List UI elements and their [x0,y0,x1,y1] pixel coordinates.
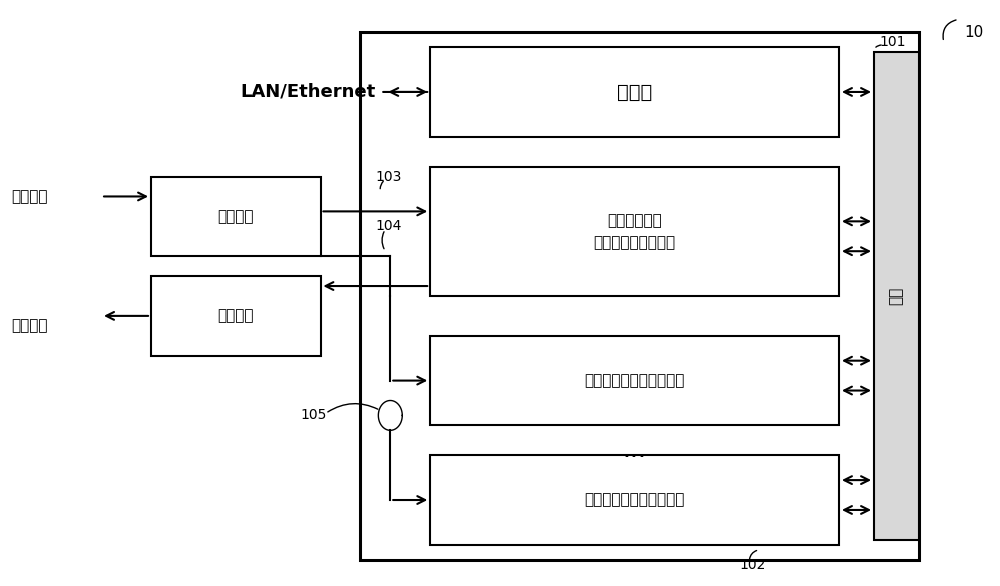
Text: 101: 101 [879,35,905,49]
Text: 104: 104 [375,219,402,233]
Text: LAN/Ethernet: LAN/Ethernet [241,83,376,101]
Text: 10: 10 [964,25,983,40]
Text: 存取并行处理
固态记录系统控制卡: 存取并行处理 固态记录系统控制卡 [594,213,676,250]
Bar [360,32,919,560]
Bar [430,455,839,545]
Bar [151,276,320,356]
Text: 回放外设: 回放外设 [217,308,254,323]
Text: 存取并行处理固态存储卡: 存取并行处理固态存储卡 [584,492,685,507]
Bar [430,166,839,296]
Bar [151,176,320,256]
Bar [874,52,919,540]
Bar [430,47,839,137]
Text: 模拟信号: 模拟信号 [11,318,48,333]
Text: 存取并行处理固态存储卡: 存取并行处理固态存储卡 [584,373,685,388]
Text: 总线: 总线 [889,287,904,305]
Text: 模拟信号: 模拟信号 [11,189,48,204]
Text: 单板机: 单板机 [617,83,652,101]
Text: ...: ... [623,438,647,462]
Text: 105: 105 [301,408,327,423]
Text: 采集外设: 采集外设 [217,209,254,224]
Bar [430,336,839,425]
Text: 103: 103 [375,169,402,183]
Text: 102: 102 [739,558,766,572]
